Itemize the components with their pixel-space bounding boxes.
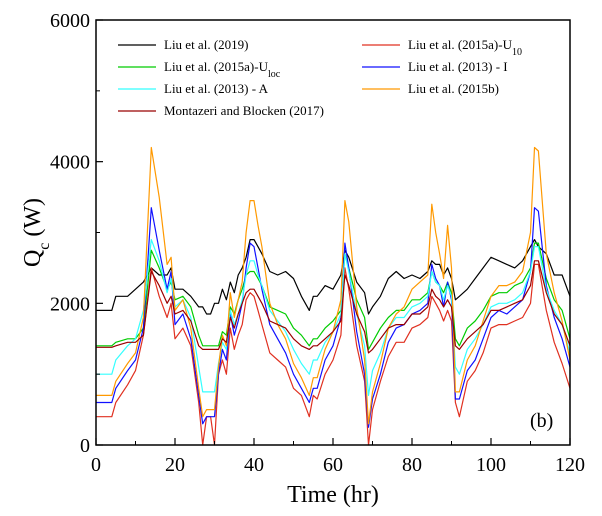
x-tick-label: 80	[402, 454, 422, 476]
x-tick-label: 120	[555, 454, 585, 476]
y-axis-title-main: Q	[20, 250, 46, 267]
y-axis-title: Qc (W)	[20, 198, 53, 267]
legend-label-text: Montazeri and Blocken (2017)	[164, 103, 324, 118]
series-line-6	[96, 146, 571, 425]
y-tick-label: 2000	[50, 293, 90, 315]
legend-label-sub: 10	[512, 47, 522, 58]
legend-label-text: Liu et al. (2019)	[164, 37, 248, 52]
legend-label-text: Liu et al. (2013) - A	[164, 81, 269, 96]
x-tick-label: 60	[323, 454, 343, 476]
x-tick-label: 20	[165, 454, 185, 476]
y-tick-label: 0	[80, 435, 90, 457]
legend: Liu et al. (2019) Liu et al. (2015a)-U10L…	[118, 37, 522, 118]
series-line-5	[96, 239, 571, 396]
x-axis-title: Time (hr)	[287, 482, 379, 508]
panel-label: (b)	[530, 410, 553, 432]
x-tick-label: 40	[244, 454, 264, 476]
y-axis-title-sub: c	[36, 243, 53, 250]
legend-label-4: Liu et al. (2013) - I	[408, 59, 508, 74]
legend-label-5: Liu et al. (2013) - A	[164, 81, 269, 96]
legend-label-text: Liu et al. (2015a)-U	[164, 59, 269, 74]
legend-label-6: Liu et al. (2015b)	[408, 81, 499, 96]
series-line-1	[96, 239, 571, 315]
legend-label-sub: loc	[268, 69, 281, 80]
y-tick-label: 6000	[50, 10, 90, 32]
legend-label-7: Montazeri and Blocken (2017)	[164, 103, 324, 118]
series-line-7	[96, 260, 571, 354]
legend-label-1: Liu et al. (2019)	[164, 37, 248, 52]
series-line-3	[96, 242, 571, 350]
legend-label-text: Liu et al. (2013) - I	[408, 59, 508, 74]
x-tick-label: 0	[91, 454, 101, 476]
y-tick-label: 4000	[50, 152, 90, 174]
ticks-layer: 0 20 40 60 80 100 120 0 2000 4000 6000	[50, 10, 585, 476]
y-axis-title-unit: (W)	[20, 198, 46, 243]
series-layer	[96, 146, 571, 446]
series-line-2	[96, 263, 571, 446]
legend-label-2: Liu et al. (2015a)-U10	[408, 37, 522, 58]
series-line-4	[96, 207, 571, 428]
legend-label-text: Liu et al. (2015a)-U	[408, 37, 513, 52]
legend-label-3: Liu et al. (2015a)-Uloc	[164, 59, 281, 80]
legend-label-text: Liu et al. (2015b)	[408, 81, 499, 96]
x-tick-label: 100	[476, 454, 506, 476]
